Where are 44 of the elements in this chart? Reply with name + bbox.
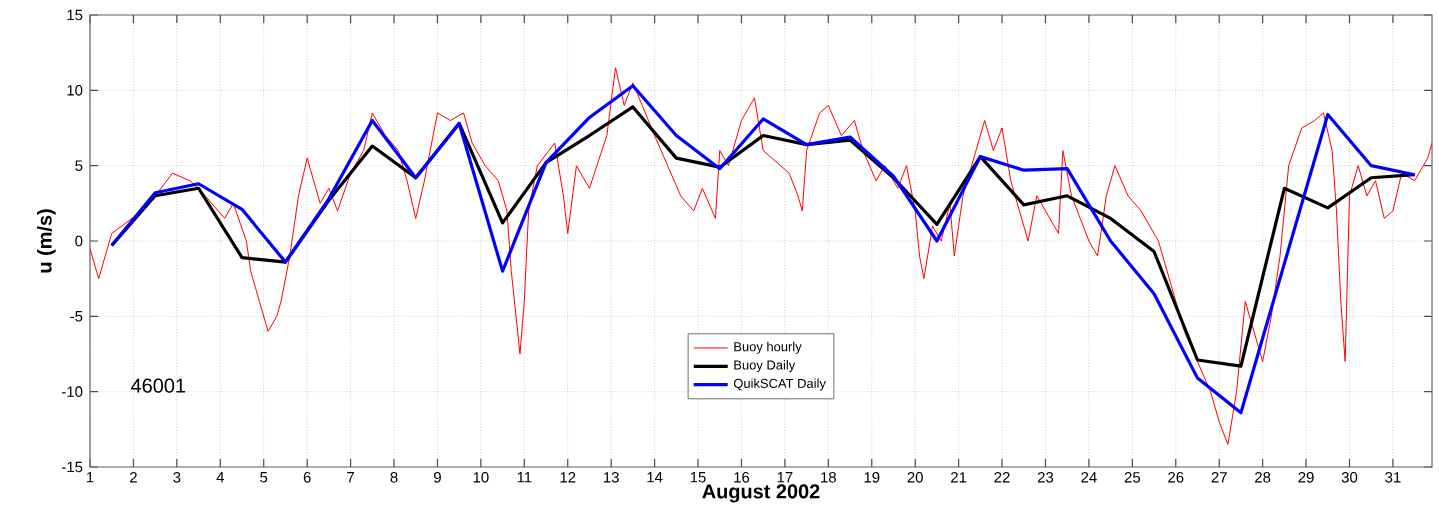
annotation: 46001 (131, 378, 186, 393)
x-axis-title: August 2002 (702, 484, 820, 503)
x-tick-label: 29 (1298, 472, 1314, 483)
x-tick-label: 26 (1168, 472, 1184, 483)
x-tick-label: 19 (864, 472, 880, 483)
x-tick-label: 2 (130, 472, 137, 483)
x-tick-label: 1 (86, 472, 94, 483)
y-tick-label: 0 (75, 235, 83, 247)
x-tick-label: 8 (390, 472, 398, 483)
x-tick-label: 24 (1081, 472, 1097, 483)
x-tick-label: 14 (647, 472, 663, 483)
x-tick-label: 4 (216, 472, 225, 483)
legend-label: QuikSCAT Daily (733, 378, 826, 391)
x-tick-label: 30 (1341, 472, 1358, 483)
x-tick-label: 5 (260, 472, 268, 483)
y-tick-label: 10 (67, 85, 83, 96)
x-tick-label: 21 (951, 472, 967, 483)
y-tick-label: 15 (67, 9, 83, 21)
y-tick-label: -5 (70, 311, 83, 322)
x-tick-label: 9 (433, 472, 441, 483)
x-tick-label: 15 (690, 472, 706, 483)
y-tick-label: -10 (62, 386, 83, 397)
x-tick-label: 17 (777, 472, 793, 483)
x-tick-label: 6 (303, 472, 311, 483)
x-tick-label: 3 (173, 472, 181, 483)
legend-label: Buoy Daily (734, 360, 796, 373)
x-tick-label: 22 (994, 472, 1010, 483)
x-tick-label: 25 (1124, 472, 1141, 483)
legend-label: Buoy hourly (734, 341, 802, 354)
y-axis-title: u (m/s) (37, 209, 56, 273)
x-tick-label: 13 (603, 472, 619, 483)
x-tick-label: 18 (821, 472, 836, 483)
x-tick-label: 16 (734, 472, 750, 483)
x-tick-label: 27 (1211, 472, 1227, 483)
x-tick-label: 11 (517, 472, 532, 483)
x-tick-label: 20 (907, 472, 923, 483)
y-tick-label: 5 (75, 160, 83, 171)
y-tick-label: -15 (62, 461, 83, 473)
x-tick-label: 31 (1385, 472, 1401, 483)
x-tick-label: 7 (347, 472, 354, 483)
x-tick-label: 28 (1255, 472, 1271, 483)
x-tick-label: 12 (560, 472, 576, 483)
x-tick-label: 23 (1037, 472, 1054, 483)
x-tick-label: 10 (473, 472, 489, 483)
